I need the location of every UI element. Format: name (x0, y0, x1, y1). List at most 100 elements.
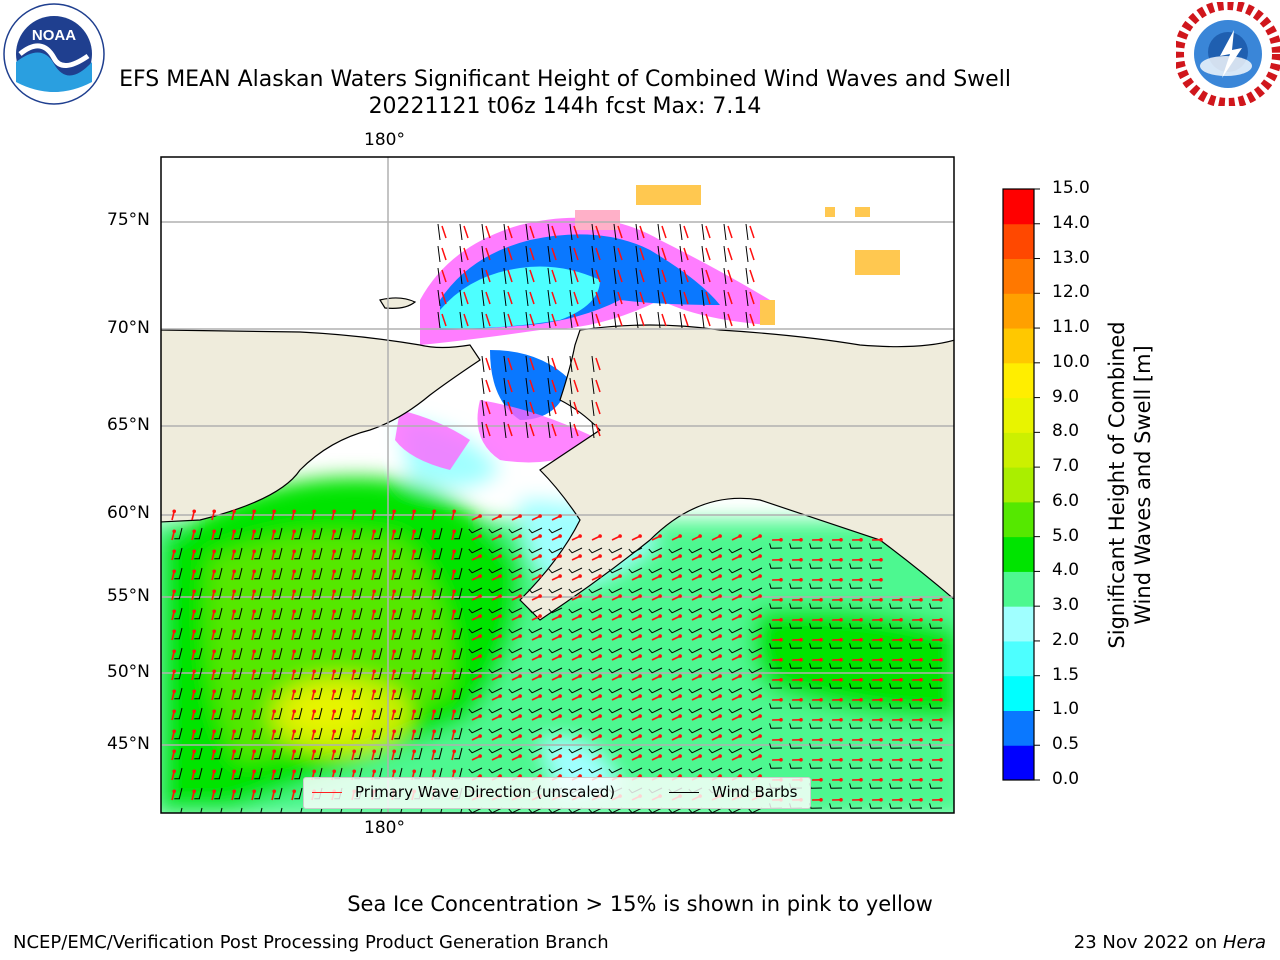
wind-barb (434, 627, 443, 640)
wave-direction-arrowhead (498, 534, 502, 538)
wind-barb (929, 803, 943, 809)
wind-barb (340, 807, 343, 813)
colorbar (1003, 188, 1040, 781)
wave-direction-arrowhead (678, 574, 682, 578)
wind-barb (294, 767, 303, 780)
wave-direction-arrowhead (212, 749, 216, 754)
wave-direction-arrowhead (718, 654, 722, 658)
wind-barb (769, 543, 783, 549)
wave-direction-arrowhead (678, 774, 682, 778)
wave-direction-arrowhead (392, 689, 397, 694)
wave-direction-arrowhead (192, 649, 196, 654)
wind-barb (254, 787, 263, 800)
wind-barb (440, 807, 443, 813)
wave-direction-arrow (551, 379, 557, 393)
wind-barb (679, 245, 683, 263)
vector-overlay (171, 223, 943, 813)
wave-direction-arrowhead (332, 609, 337, 614)
wave-direction-arrowhead (518, 574, 522, 578)
wind-barb (869, 663, 883, 669)
wave-direction-arrowhead (518, 714, 522, 718)
noaa-logo: NOAA (3, 3, 105, 105)
right-credit: 23 Nov 2022 on Hera (1074, 932, 1266, 953)
wave-direction-arrow (441, 247, 447, 261)
wave-direction-arrowhead (252, 609, 256, 614)
wind-barb (728, 547, 743, 554)
wave-direction-arrowhead (172, 629, 176, 634)
wave-direction-arrowhead (658, 554, 662, 558)
wave-direction-arrowhead (518, 614, 522, 618)
wave-direction-arrowhead (518, 594, 522, 598)
wave-direction-arrowhead (919, 598, 923, 602)
wind-barb (613, 267, 617, 285)
wind-barb (608, 687, 623, 694)
wind-barb (829, 663, 843, 669)
wave-direction-arrow (683, 291, 689, 305)
wave-direction-arrowhead (518, 654, 522, 658)
wind-barb (748, 727, 763, 734)
wind-barb (588, 767, 603, 774)
wave-direction-arrowhead (558, 714, 562, 718)
wave-direction-arrowhead (478, 694, 482, 698)
wave-direction-arrowhead (498, 694, 502, 698)
wave-direction-arrowhead (232, 649, 236, 654)
wind-barb (194, 567, 203, 580)
wind-barb (909, 603, 923, 609)
wave-direction-arrowhead (232, 769, 236, 774)
wind-barb (591, 377, 595, 395)
wind-barb (354, 687, 363, 700)
wave-direction-arrowhead (252, 709, 256, 714)
wind-barb (849, 543, 863, 549)
wind-barb (194, 647, 203, 660)
wind-barb (569, 289, 573, 307)
wind-barb (214, 607, 223, 620)
wind-barb (503, 311, 507, 329)
wind-barb (380, 807, 383, 813)
wave-direction-arrowhead (859, 718, 863, 722)
wind-barb (591, 421, 595, 439)
wave-direction-arrowhead (538, 554, 542, 558)
lat-label-75: 75°N (107, 210, 150, 230)
wind-barb (688, 687, 703, 694)
wind-barb (234, 667, 243, 680)
colorbar-segment (1003, 745, 1034, 781)
wind-barb (745, 311, 749, 329)
wave-direction-arrowhead (452, 689, 457, 694)
wave-direction-arrowhead (352, 589, 357, 594)
wave-direction-arrowhead (478, 614, 482, 618)
colorbar-tick-label: 2.0 (1052, 629, 1080, 650)
wave-direction-arrow (485, 269, 491, 283)
wave-direction-arrowhead (819, 578, 823, 582)
wind-barb (503, 399, 507, 417)
wave-direction-arrowhead (212, 729, 216, 734)
wind-barb (809, 663, 823, 669)
wind-barb (394, 667, 403, 680)
wind-barb (525, 289, 529, 307)
wind-barb (648, 607, 663, 614)
wave-direction-arrowhead (498, 654, 502, 658)
wave-direction-arrowhead (272, 569, 277, 574)
wind-barb (214, 767, 223, 780)
wind-barb (748, 627, 763, 634)
wave-direction-arrowhead (738, 734, 742, 738)
wind-barb (728, 667, 743, 674)
wave-direction-arrow (529, 291, 535, 305)
wave-direction-arrowhead (252, 729, 256, 734)
wind-barb (254, 687, 263, 700)
wave-direction-arrowhead (452, 509, 457, 514)
wind-barb (254, 647, 263, 660)
wave-direction-arrow (507, 313, 513, 327)
wind-barb (909, 643, 923, 649)
wave-direction-arrowhead (879, 538, 883, 542)
wave-direction-arrowhead (859, 798, 863, 802)
wind-barb (688, 587, 703, 594)
wave-direction-arrowhead (799, 758, 803, 762)
wave-direction-arrowhead (758, 574, 762, 578)
wind-barb (294, 747, 303, 760)
wind-barb (454, 647, 463, 660)
colorbar-tick-label: 12.0 (1052, 282, 1090, 303)
wind-barb (547, 399, 551, 417)
wind-barb (214, 687, 223, 700)
wind-barb (454, 667, 463, 680)
wave-direction-arrowhead (678, 714, 682, 718)
